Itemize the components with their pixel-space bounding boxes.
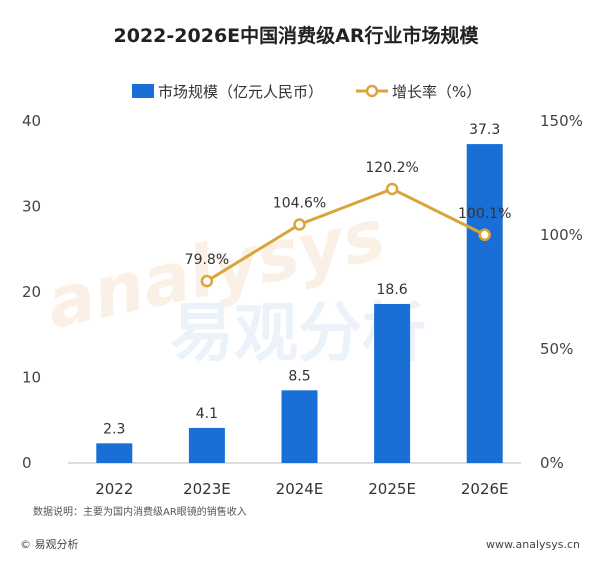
bar (466, 144, 503, 463)
bar-value-label: 2.3 (103, 421, 125, 437)
legend-bar-swatch (132, 84, 154, 98)
y-right-tick-label: 50% (540, 340, 573, 358)
bar-value-label: 18.6 (377, 282, 408, 298)
y-left-tick-label: 30 (22, 198, 41, 216)
x-tick-label: 2024E (276, 480, 324, 498)
chart-title: 2022-2026E中国消费级AR行业市场规模 (114, 24, 480, 47)
line-point (200, 274, 214, 288)
x-axis: 2022 2023E 2024E 2025E 2026E (95, 480, 508, 498)
bar-value-label: 37.3 (469, 122, 500, 138)
bar-value-label: 8.5 (288, 368, 310, 384)
line-value-label: 104.6% (273, 196, 326, 212)
bar (281, 390, 318, 463)
legend-bar-label: 市场规模（亿元人民币） (158, 83, 323, 101)
line-point (385, 182, 399, 196)
legend: 市场规模（亿元人民币） 增长率（%） (132, 83, 481, 101)
bar-value-label: 4.1 (196, 406, 218, 422)
legend-line-marker (365, 84, 379, 98)
legend-line-label: 增长率（%） (392, 83, 481, 101)
bar (96, 443, 133, 463)
x-tick-label: 2025E (368, 480, 416, 498)
y-right-tick-label: 0% (540, 454, 564, 472)
bar-labels: 2.3 4.1 8.5 18.6 37.3 (103, 122, 500, 437)
x-tick-label: 2023E (183, 480, 231, 498)
y-right-tick-label: 100% (540, 226, 583, 244)
line-value-label: 120.2% (365, 160, 418, 176)
y-left-tick-label: 20 (22, 283, 41, 301)
left-axis: 0 10 20 30 40 (22, 112, 41, 472)
bar (188, 427, 225, 463)
growth-line (206, 187, 486, 283)
y-left-tick-label: 40 (22, 112, 41, 130)
y-left-tick-label: 0 (22, 454, 32, 472)
website-text: www.analysys.cn (486, 538, 580, 551)
x-tick-label: 2022 (95, 480, 133, 498)
line-series: 79.8% 104.6% 120.2% 100.1% (185, 160, 511, 288)
line-value-label: 100.1% (458, 206, 511, 222)
right-axis: 0% 50% 100% 150% (540, 112, 583, 472)
y-left-tick-label: 10 (22, 369, 41, 387)
line-point (478, 228, 491, 242)
bar-series (96, 144, 503, 463)
line-value-label: 79.8% (185, 252, 229, 268)
brand-text: © 易观分析 (20, 537, 79, 551)
data-note: 数据说明：主要为国内消费级AR眼镜的销售收入 (33, 505, 247, 518)
y-right-tick-label: 150% (540, 112, 583, 130)
line-point (293, 218, 306, 231)
bar (374, 303, 411, 463)
x-tick-label: 2026E (461, 480, 509, 498)
